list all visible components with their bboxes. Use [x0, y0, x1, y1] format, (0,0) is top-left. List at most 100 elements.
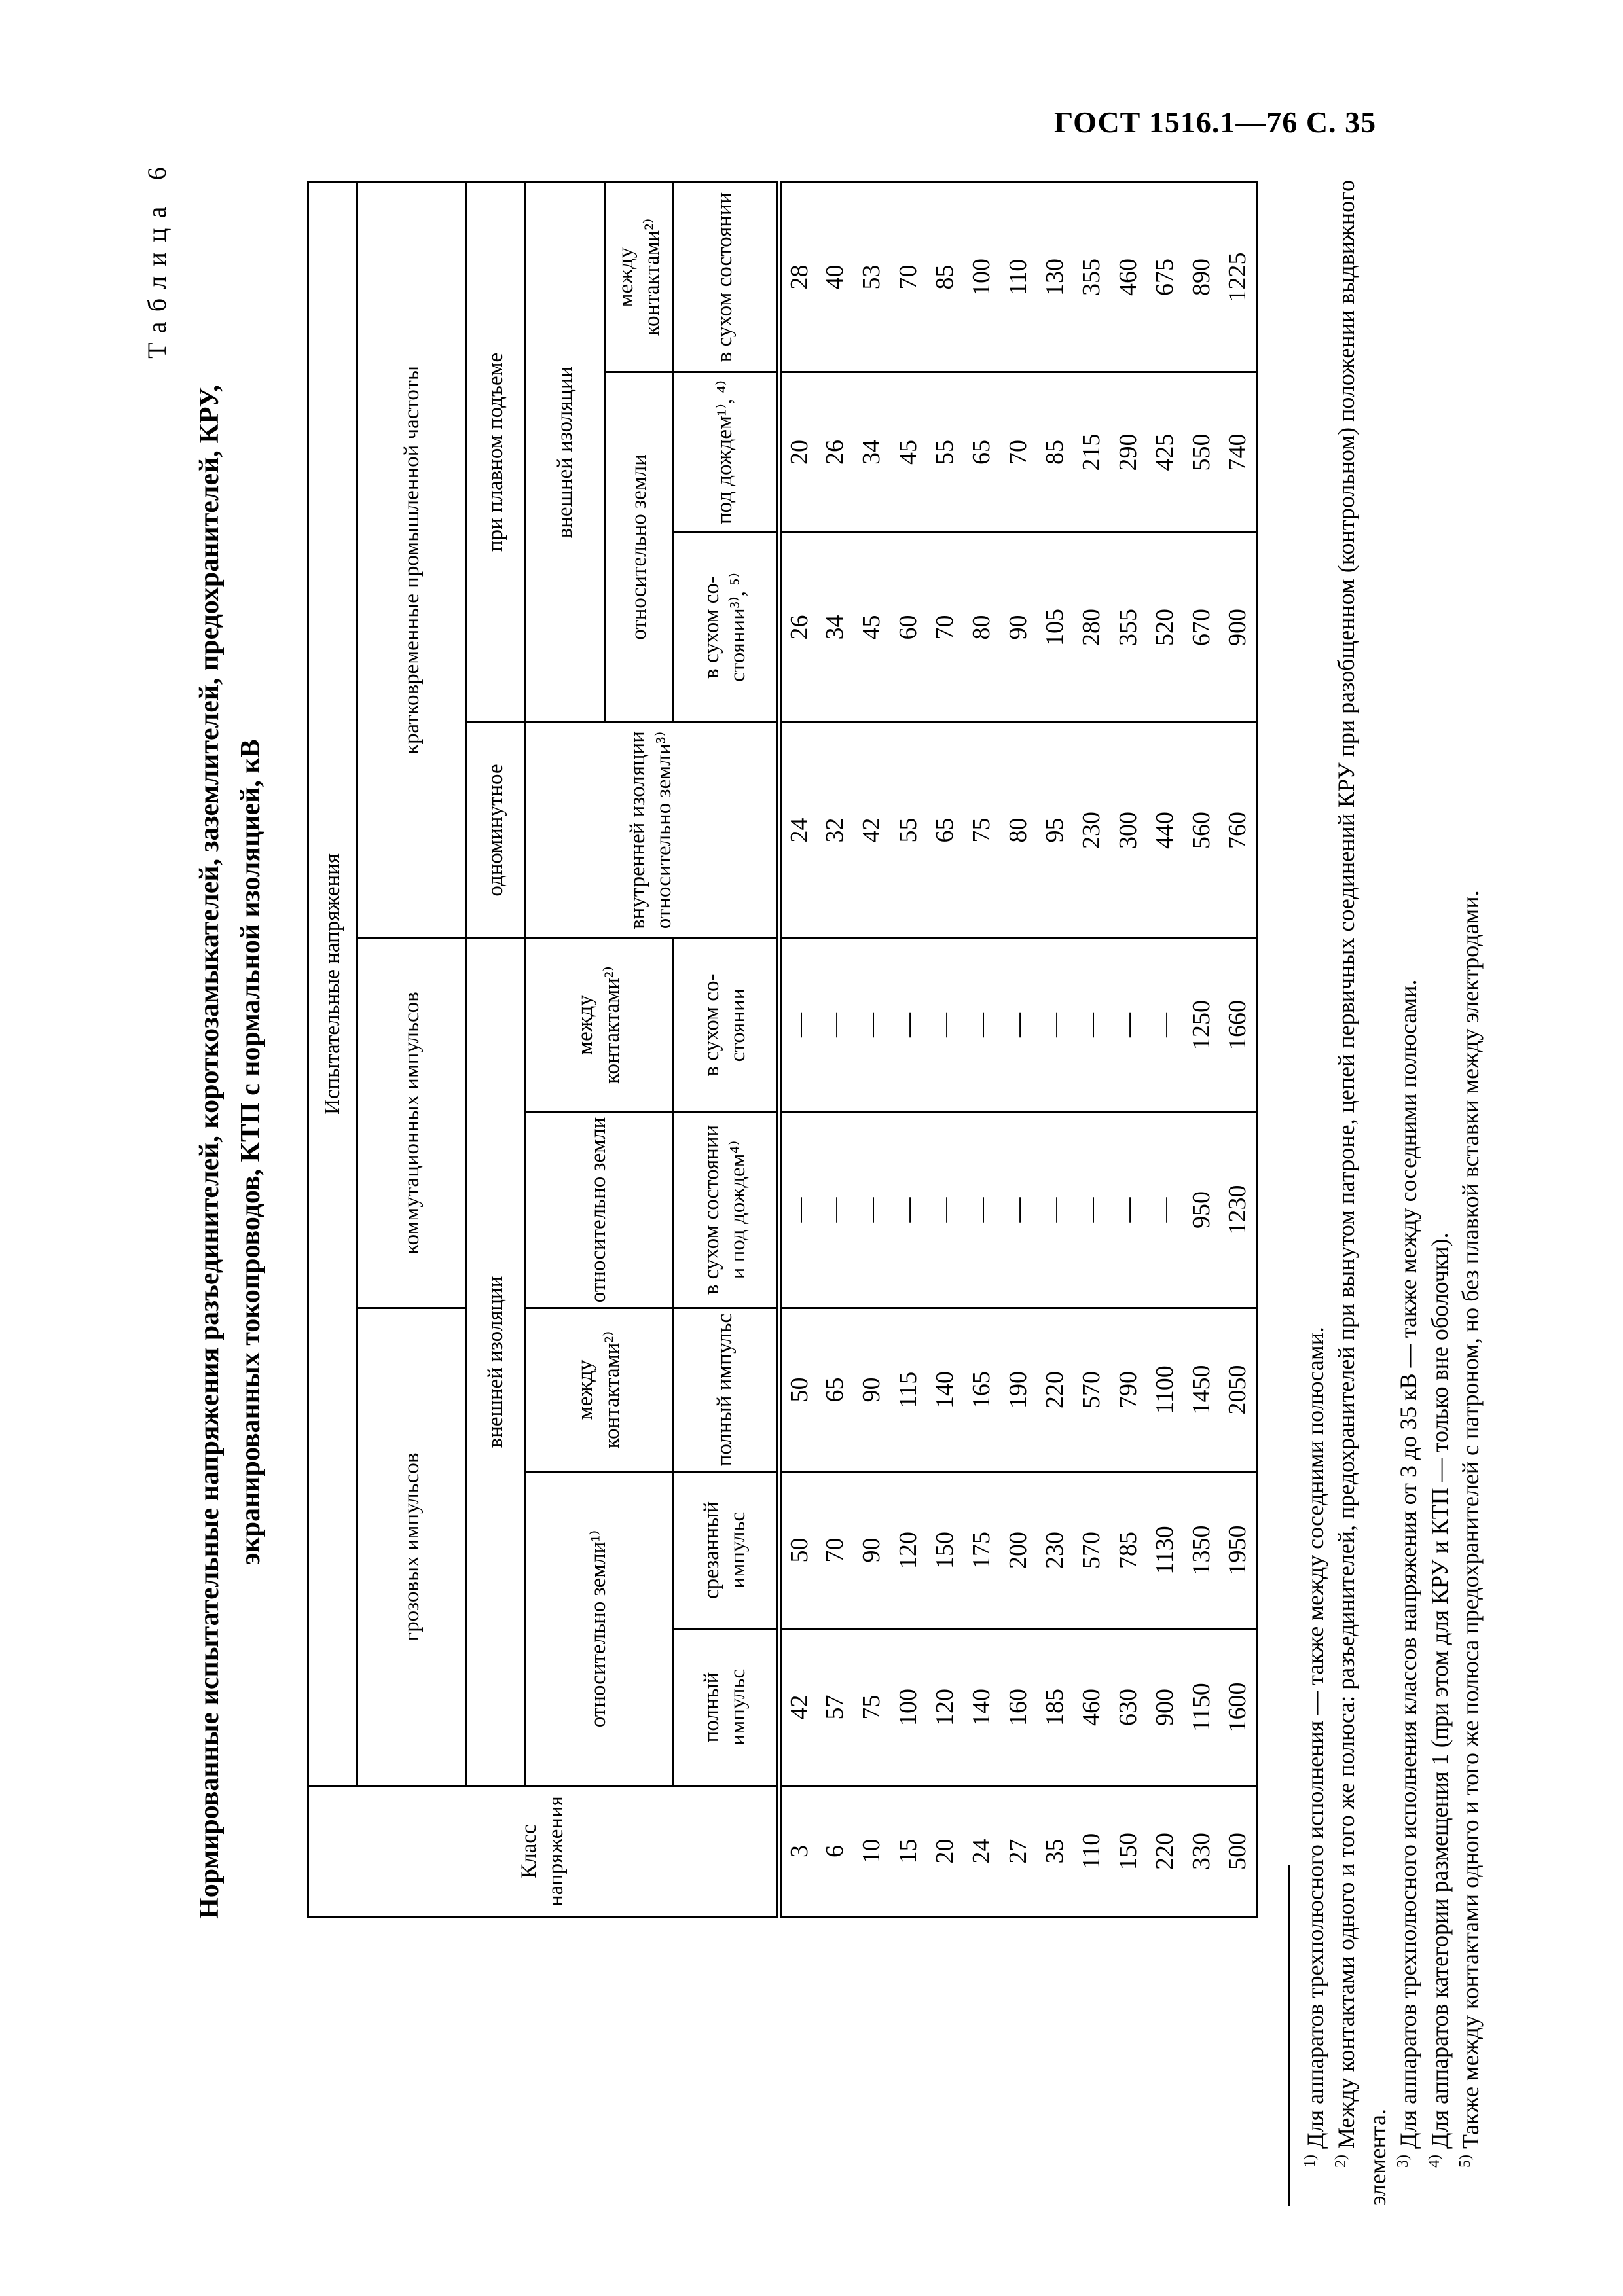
value-cell: 460 — [1073, 1628, 1110, 1786]
value-cell: 185 — [1036, 1628, 1073, 1786]
voltage-class-cell: 500 — [1220, 1785, 1256, 1917]
value-cell: 95 — [1036, 722, 1073, 939]
voltage-class-cell: 110 — [1073, 1785, 1110, 1917]
value-cell: 26 — [779, 532, 816, 723]
value-cell: 45 — [853, 532, 890, 723]
value-cell: 760 — [1220, 722, 1256, 939]
footnote: 2) Между контактами одного и того же пол… — [1332, 180, 1391, 2206]
header-full-impulse-contacts: полный импульс — [672, 1308, 779, 1472]
value-cell: 220 — [1036, 1308, 1073, 1472]
header-between-contacts-lightning: между контактами²⁾ — [524, 1308, 673, 1472]
value-cell: 355 — [1110, 532, 1146, 723]
value-cell: 55 — [926, 372, 963, 533]
header-full-impulse-earth: полный импульс — [672, 1628, 779, 1786]
value-cell: 230 — [1036, 1471, 1073, 1629]
value-cell: 85 — [1036, 372, 1073, 533]
value-cell: — — [816, 1111, 853, 1308]
voltage-class-cell: 330 — [1183, 1785, 1220, 1917]
value-cell: 80 — [963, 532, 1000, 723]
value-cell: 110 — [1000, 182, 1036, 372]
value-cell: — — [1036, 1111, 1073, 1308]
value-cell: 140 — [926, 1308, 963, 1472]
value-cell: 230 — [1073, 722, 1110, 939]
footnote-marker: 3) — [1395, 2155, 1412, 2168]
voltage-class-cell: 150 — [1110, 1785, 1146, 1917]
value-cell: 1950 — [1220, 1471, 1256, 1629]
test-voltages-table: Класс напряжения Испытательные напряжени… — [307, 181, 1258, 1918]
voltage-class-cell: 220 — [1146, 1785, 1183, 1917]
header-smooth-rise: при плавном подъеме — [466, 182, 525, 723]
value-cell: 570 — [1073, 1471, 1110, 1629]
footnote-marker: 2) — [1332, 2155, 1350, 2168]
value-cell: 200 — [1000, 1471, 1036, 1629]
value-cell: — — [1000, 938, 1036, 1112]
value-cell: 900 — [1220, 532, 1256, 723]
value-cell: 130 — [1036, 182, 1073, 372]
value-cell: — — [963, 938, 1000, 1112]
value-cell: 32 — [816, 722, 853, 939]
table-title-line2: экранированных токопроводов, КТП с норма… — [236, 739, 266, 1565]
value-cell: 90 — [1000, 532, 1036, 723]
value-cell: 900 — [1146, 1628, 1183, 1786]
value-cell: 100 — [963, 182, 1000, 372]
value-cell: 60 — [890, 532, 926, 723]
value-cell: — — [1000, 1111, 1036, 1308]
value-cell: 57 — [816, 1628, 853, 1786]
value-cell: 42 — [853, 722, 890, 939]
header-switching-impulses: коммутационных импульсов — [357, 938, 467, 1308]
table-row: 330 1150 1350 1450 950 1250 560 670 550 890 — [1183, 182, 1220, 1917]
table-row: 20 120 150 140— —65 70 55 85 — [926, 182, 963, 1917]
footnote: 4) Для аппаратов категории размещения 1 … — [1425, 1232, 1453, 2168]
voltage-class-cell: 15 — [890, 1785, 926, 1917]
value-cell: 290 — [1110, 372, 1146, 533]
value-cell: 90 — [853, 1308, 890, 1472]
value-cell: 280 — [1073, 532, 1110, 723]
value-cell: 1450 — [1183, 1308, 1220, 1472]
value-cell: 75 — [963, 722, 1000, 939]
value-cell: — — [1073, 938, 1110, 1112]
value-cell: 1660 — [1220, 938, 1256, 1112]
value-cell: 460 — [1110, 182, 1146, 372]
voltage-class-cell: 20 — [926, 1785, 963, 1917]
table-row: 110 460 570 570— —230 280 215 355 — [1073, 182, 1110, 1917]
header-to-earth-switching: относительно земли — [524, 1111, 673, 1308]
value-cell: 70 — [890, 182, 926, 372]
value-cell: — — [853, 938, 890, 1112]
value-cell: 175 — [963, 1471, 1000, 1629]
value-cell: 26 — [816, 372, 853, 533]
value-cell: 75 — [853, 1628, 890, 1786]
value-cell: — — [1110, 938, 1146, 1112]
value-cell: 165 — [963, 1308, 1000, 1472]
value-cell: — — [1146, 938, 1183, 1112]
value-cell: 120 — [926, 1628, 963, 1786]
footnote: 1) Для аппаратов трехполюсного исполнени… — [1301, 1327, 1328, 2168]
value-cell: 890 — [1183, 182, 1220, 372]
value-cell: — — [779, 938, 816, 1112]
value-cell: 28 — [779, 182, 816, 372]
value-cell: 70 — [926, 532, 963, 723]
value-cell: 950 — [1183, 1111, 1220, 1308]
value-cell: 50 — [779, 1308, 816, 1472]
table-row: 220 900 1130 1100— —440 520 425 675 — [1146, 182, 1183, 1917]
rotated-table-block: Таблица 6 Нормированные испытательные на… — [98, 72, 1623, 2232]
value-cell: 790 — [1110, 1308, 1146, 1472]
value-cell: 115 — [890, 1308, 926, 1472]
header-to-earth-lightning: относительно земли¹⁾ — [524, 1471, 673, 1786]
value-cell: 80 — [1000, 722, 1036, 939]
value-cell: 100 — [890, 1628, 926, 1786]
header-dry-pf: в сухом со­стоянии³⁾, ⁵⁾ — [672, 532, 779, 723]
voltage-class-cell: 3 — [779, 1785, 816, 1917]
value-cell: 2050 — [1220, 1308, 1256, 1472]
value-cell: — — [890, 1111, 926, 1308]
value-cell: — — [1036, 938, 1073, 1112]
header-external-insulation-pf: внешней изоляции — [524, 182, 606, 723]
value-cell: 34 — [816, 532, 853, 723]
value-cell: 425 — [1146, 372, 1183, 533]
table-title-line1: Нормированные испытательные напряжения р… — [194, 385, 225, 1919]
value-cell: 70 — [1000, 372, 1036, 533]
value-cell: — — [1146, 1111, 1183, 1308]
value-cell: — — [853, 1111, 890, 1308]
value-cell: 1250 — [1183, 938, 1220, 1112]
header-lightning-impulses: грозовых импульсов — [357, 1308, 467, 1786]
